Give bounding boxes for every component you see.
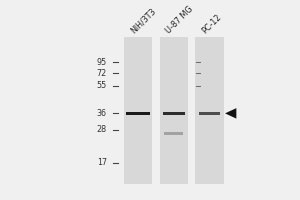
Bar <box>160 37 188 184</box>
Text: 55: 55 <box>97 81 107 90</box>
Polygon shape <box>225 108 236 119</box>
Text: 17: 17 <box>97 158 107 167</box>
Text: U-87 MG: U-87 MG <box>164 5 195 35</box>
Bar <box>163 112 185 115</box>
Bar <box>195 37 224 184</box>
Text: 36: 36 <box>97 109 107 118</box>
Text: 95: 95 <box>97 58 107 67</box>
Text: 72: 72 <box>97 69 107 78</box>
Bar <box>126 112 150 115</box>
Bar <box>124 37 152 184</box>
Text: NIH/3T3: NIH/3T3 <box>129 7 158 35</box>
Bar <box>199 112 220 115</box>
Text: 28: 28 <box>97 125 107 134</box>
Text: PC-12: PC-12 <box>200 13 223 35</box>
Bar <box>164 132 183 135</box>
